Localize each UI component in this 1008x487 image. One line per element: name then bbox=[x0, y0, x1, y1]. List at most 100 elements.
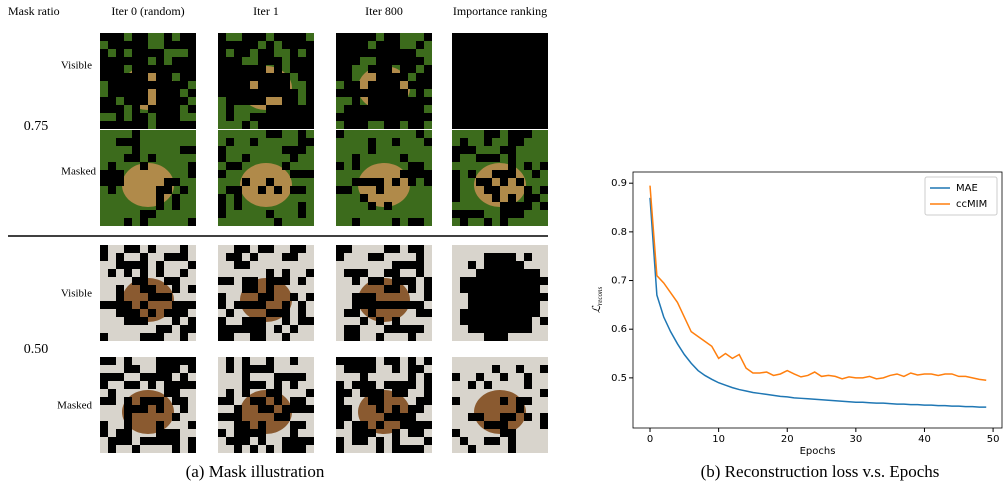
mask-patch bbox=[250, 253, 258, 261]
mask-patch bbox=[500, 421, 508, 429]
mask-patch bbox=[392, 389, 400, 397]
mask-patch bbox=[524, 65, 532, 73]
mask-patch bbox=[476, 317, 484, 325]
mask-patch bbox=[484, 293, 492, 301]
mask-patch bbox=[124, 269, 132, 277]
y-label-subscript: recons bbox=[596, 287, 604, 306]
mask-patch bbox=[172, 113, 180, 121]
mask-patch bbox=[452, 57, 460, 65]
mask-patch bbox=[516, 269, 524, 277]
masked-image bbox=[336, 33, 432, 129]
mask-patch bbox=[384, 121, 392, 129]
mask-patch bbox=[400, 261, 408, 269]
mask-patch bbox=[468, 210, 476, 218]
mask-patch bbox=[460, 57, 468, 65]
mask-patch bbox=[100, 105, 108, 113]
mask-patch bbox=[124, 245, 132, 253]
mask-patch bbox=[266, 178, 274, 186]
masked-image bbox=[336, 245, 432, 341]
mask-patch bbox=[298, 245, 306, 253]
mask-patch bbox=[416, 429, 424, 437]
mask-patch bbox=[416, 261, 424, 269]
mask-patch bbox=[424, 285, 432, 293]
mask-patch bbox=[532, 89, 540, 97]
mask-patch bbox=[156, 65, 164, 73]
mask-patch bbox=[298, 138, 306, 146]
mask-patch bbox=[352, 437, 360, 445]
mask-patch bbox=[234, 445, 242, 453]
mask-patch bbox=[344, 365, 352, 373]
mask-patch bbox=[218, 41, 226, 49]
mask-patch bbox=[392, 277, 400, 285]
mask-patch bbox=[408, 277, 416, 285]
mask-patch bbox=[218, 413, 226, 421]
mask-patch bbox=[298, 130, 306, 138]
mask-patch bbox=[392, 178, 400, 186]
mask-patch bbox=[290, 33, 298, 41]
mask-patch bbox=[452, 210, 460, 218]
mask-patch bbox=[532, 170, 540, 178]
mask-patch bbox=[360, 429, 368, 437]
mask-patch bbox=[164, 89, 172, 97]
mask-patch bbox=[524, 373, 532, 381]
mask-patch bbox=[188, 285, 196, 293]
mask-patch bbox=[532, 97, 540, 105]
mask-patch bbox=[242, 421, 250, 429]
mask-patch bbox=[516, 130, 524, 138]
mask-patch bbox=[234, 261, 242, 269]
mask-patch bbox=[392, 317, 400, 325]
mask-patch bbox=[124, 57, 132, 65]
mask-patch bbox=[156, 293, 164, 301]
masked-image bbox=[100, 130, 196, 226]
mask-patch bbox=[116, 253, 124, 261]
mask-patch bbox=[424, 73, 432, 81]
mask-patch bbox=[500, 73, 508, 81]
mask-patch bbox=[384, 89, 392, 97]
mask-patch bbox=[416, 73, 424, 81]
mask-patch bbox=[416, 445, 424, 453]
mask-patch bbox=[424, 113, 432, 121]
mask-patch bbox=[124, 421, 132, 429]
mask-patch bbox=[148, 285, 156, 293]
mask-patch bbox=[234, 162, 242, 170]
mask-ratio-label: Mask ratio bbox=[8, 4, 60, 18]
mask-patch bbox=[180, 146, 188, 154]
mask-patch bbox=[408, 105, 416, 113]
mask-patch bbox=[468, 285, 476, 293]
row-label: Masked bbox=[61, 166, 96, 178]
mask-patch bbox=[500, 269, 508, 277]
mask-patch bbox=[416, 325, 424, 333]
mask-patch bbox=[156, 365, 164, 373]
mask-patch bbox=[132, 130, 140, 138]
mask-patch bbox=[298, 170, 306, 178]
mask-patch bbox=[164, 73, 172, 81]
mask-patch bbox=[124, 89, 132, 97]
mask-patch bbox=[476, 277, 484, 285]
mask-patch bbox=[274, 81, 282, 89]
mask-patch bbox=[336, 413, 344, 421]
mask-patch bbox=[242, 33, 250, 41]
mask-patch bbox=[492, 293, 500, 301]
mask-patch bbox=[116, 373, 124, 381]
mask-patch bbox=[274, 381, 282, 389]
mask-patch bbox=[218, 429, 226, 437]
x-tick-label: 30 bbox=[849, 434, 862, 445]
mask-patch bbox=[140, 269, 148, 277]
mask-patch bbox=[360, 437, 368, 445]
mask-patch bbox=[368, 397, 376, 405]
mask-patch bbox=[352, 293, 360, 301]
mask-patch bbox=[508, 162, 516, 170]
mask-patch bbox=[500, 317, 508, 325]
mask-patch bbox=[100, 397, 108, 405]
mask-patch bbox=[218, 57, 226, 65]
mask-patch bbox=[140, 33, 148, 41]
mask-patch bbox=[298, 421, 306, 429]
row-label: Visible bbox=[61, 60, 92, 72]
mask-patch bbox=[508, 317, 516, 325]
mask-patch bbox=[416, 57, 424, 65]
mask-patch bbox=[500, 57, 508, 65]
mask-patch bbox=[476, 33, 484, 41]
mask-patch bbox=[352, 57, 360, 65]
mask-patch bbox=[156, 405, 164, 413]
masked-image bbox=[218, 130, 314, 226]
